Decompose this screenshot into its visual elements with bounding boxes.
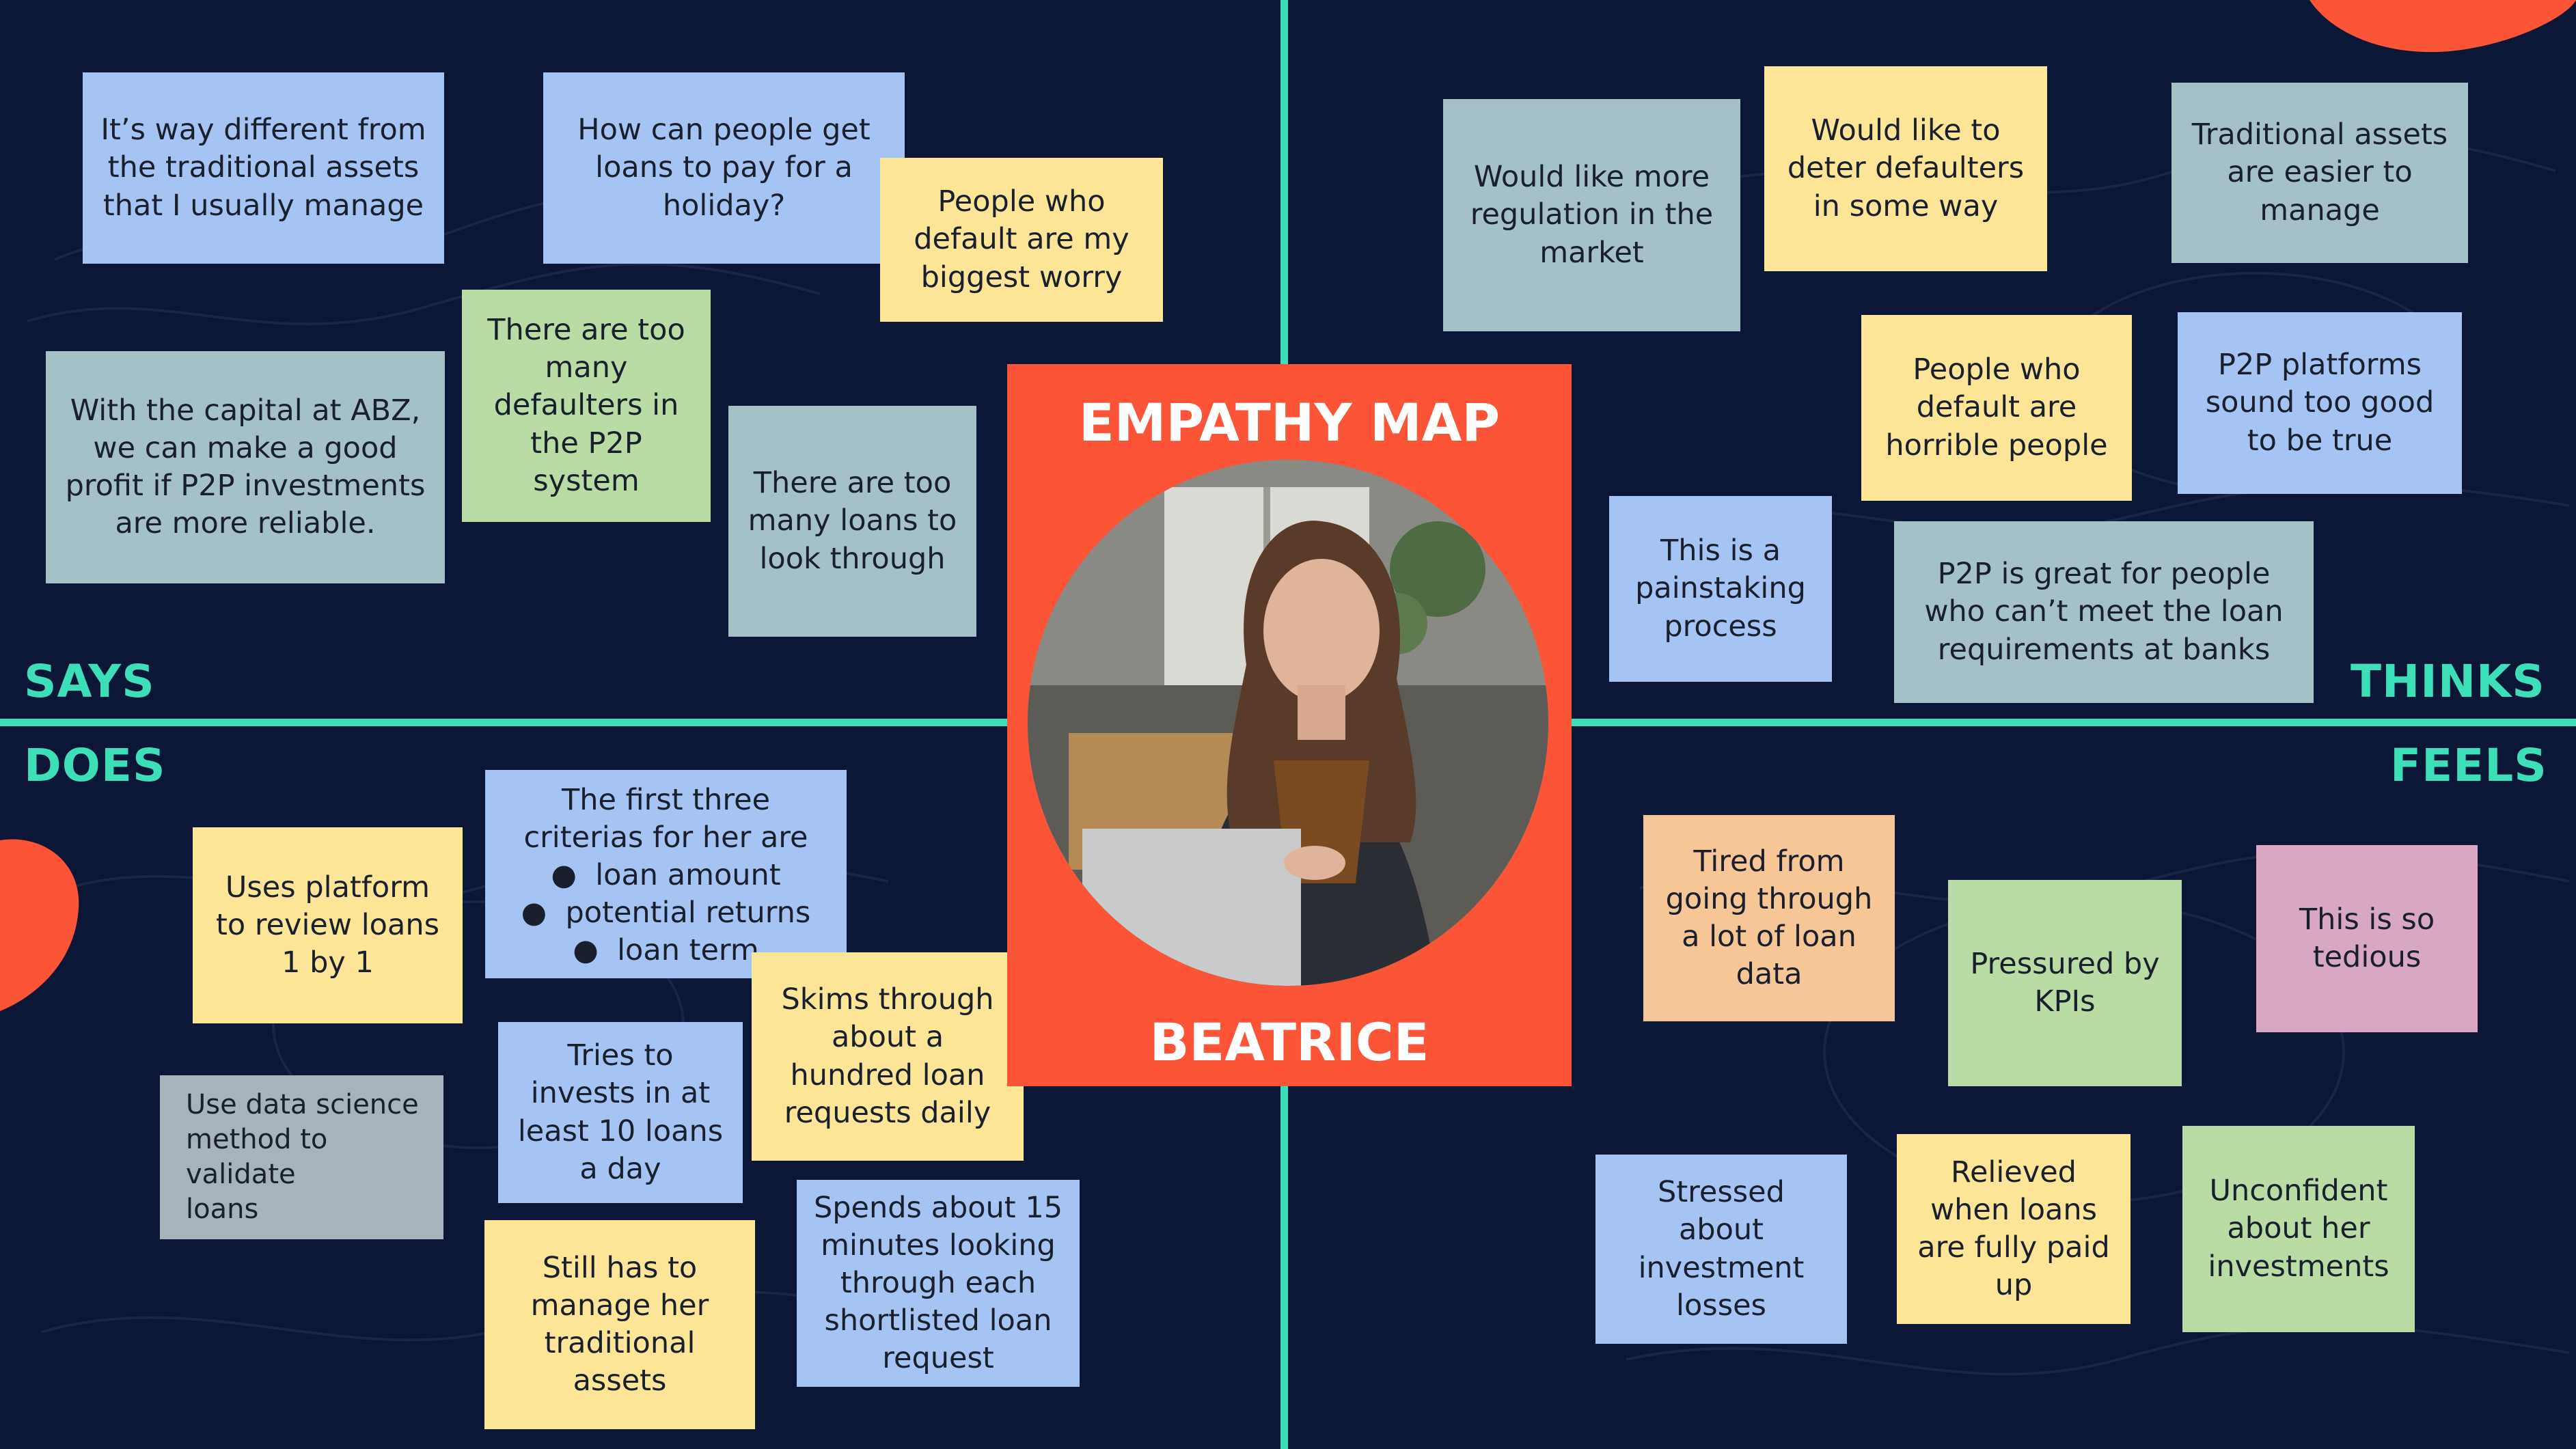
- thinks-note[interactable]: Would like to deter defaulters in some w…: [1764, 66, 2047, 271]
- persona-name: BEATRICE: [1149, 1012, 1429, 1073]
- says-note[interactable]: People who default are my biggest worry: [880, 158, 1163, 322]
- criteria-item: ● loan term: [573, 933, 759, 968]
- does-note[interactable]: Spends about 15 minutes looking through …: [797, 1180, 1080, 1387]
- note-text: Unconfident about her investments: [2208, 1174, 2389, 1284]
- feels-note[interactable]: This is so tedious: [2256, 845, 2478, 1032]
- note-text: With the capital at ABZ, we can make a g…: [65, 393, 426, 541]
- says-note[interactable]: There are too many defaulters in the P2P…: [462, 290, 711, 522]
- criteria-note[interactable]: The first three criterias for her are ● …: [485, 770, 847, 978]
- note-text: How can people get loans to pay for a ho…: [577, 113, 871, 223]
- feels-note[interactable]: Relieved when loans are fully paid up: [1897, 1134, 2130, 1324]
- note-text: Tries to invests in at least 10 loans a …: [517, 1038, 724, 1186]
- note-text: Would like more regulation in the market: [1470, 160, 1714, 270]
- note-text: There are too many loans to look through: [748, 466, 957, 576]
- note-text: Relieved when loans are fully paid up: [1917, 1155, 2110, 1303]
- note-text: Uses platform to review loans 1 by 1: [216, 870, 439, 980]
- note-text: P2P is great for people who can’t meet t…: [1924, 557, 2284, 667]
- note-text: P2P platforms sound too good to be true: [2205, 348, 2435, 458]
- says-note[interactable]: How can people get loans to pay for a ho…: [543, 72, 905, 264]
- note-text: Tired from going through a lot of loan d…: [1665, 844, 1873, 992]
- note-text: There are too many defaulters in the P2P…: [487, 313, 685, 498]
- note-text: Skims through about a hundred loan reque…: [781, 982, 994, 1130]
- thinks-note[interactable]: Traditional assets are easier to manage: [2171, 83, 2468, 263]
- feels-note[interactable]: Unconfident about her investments: [2182, 1126, 2415, 1332]
- left-blob: [0, 839, 79, 1011]
- note-text: People who default are horrible people: [1885, 353, 2108, 463]
- note-text: Would like to deter defaulters in some w…: [1787, 113, 2025, 223]
- says-note[interactable]: There are too many loans to look through: [728, 406, 976, 637]
- quadrant-label-feels: FEELS: [2390, 739, 2547, 792]
- does-note[interactable]: Use data science method to validate loan…: [160, 1075, 443, 1239]
- persona-photo: [1028, 460, 1548, 986]
- note-text: The first three criterias for her are: [523, 782, 808, 855]
- feels-note[interactable]: Pressured by KPIs: [1948, 880, 2182, 1086]
- note-text: Spends about 15 minutes looking through …: [813, 1190, 1063, 1376]
- note-text: Still has to manage her traditional asse…: [530, 1250, 709, 1398]
- note-text: Traditional assets are easier to manage: [2191, 118, 2448, 227]
- note-text: This is a painstaking process: [1635, 534, 1806, 644]
- quadrant-label-does: DOES: [24, 739, 166, 792]
- map-title: EMPATHY MAP: [1078, 392, 1501, 453]
- thinks-note[interactable]: People who default are horrible people: [1861, 315, 2132, 501]
- note-text: People who default are my biggest worry: [914, 184, 1129, 294]
- does-note[interactable]: Skims through about a hundred loan reque…: [752, 952, 1024, 1161]
- criteria-item: ● potential returns: [521, 896, 811, 930]
- does-note[interactable]: Still has to manage her traditional asse…: [484, 1220, 755, 1429]
- criteria-item: ● loan amount: [551, 857, 781, 892]
- note-text: Pressured by KPIs: [1970, 946, 2160, 1019]
- thinks-note[interactable]: P2P is great for people who can’t meet t…: [1894, 521, 2314, 703]
- quadrant-label-thinks: THINKS: [2351, 655, 2545, 708]
- note-text: Use data science method to validate loan…: [186, 1088, 419, 1226]
- top-right-blob: [2310, 0, 2576, 53]
- note-text: It’s way different from the traditional …: [100, 113, 426, 223]
- feels-note[interactable]: Stressed about investment losses: [1595, 1155, 1847, 1344]
- note-text: Stressed about investment losses: [1638, 1175, 1805, 1323]
- feels-note[interactable]: Tired from going through a lot of loan d…: [1643, 815, 1895, 1021]
- says-note[interactable]: With the capital at ABZ, we can make a g…: [46, 351, 445, 583]
- does-note[interactable]: Tries to invests in at least 10 loans a …: [498, 1022, 743, 1203]
- thinks-note[interactable]: P2P platforms sound too good to be true: [2178, 312, 2462, 494]
- quadrant-label-says: SAYS: [24, 655, 155, 708]
- says-note[interactable]: It’s way different from the traditional …: [83, 72, 444, 264]
- does-note[interactable]: Uses platform to review loans 1 by 1: [193, 827, 463, 1023]
- thinks-note[interactable]: This is a painstaking process: [1609, 496, 1832, 682]
- note-text: This is so tedious: [2299, 902, 2435, 974]
- thinks-note[interactable]: Would like more regulation in the market: [1443, 99, 1740, 331]
- persona-illustration: [1028, 460, 1548, 986]
- persona-card: EMPATHY MAP BEATRICE: [1007, 364, 1572, 1086]
